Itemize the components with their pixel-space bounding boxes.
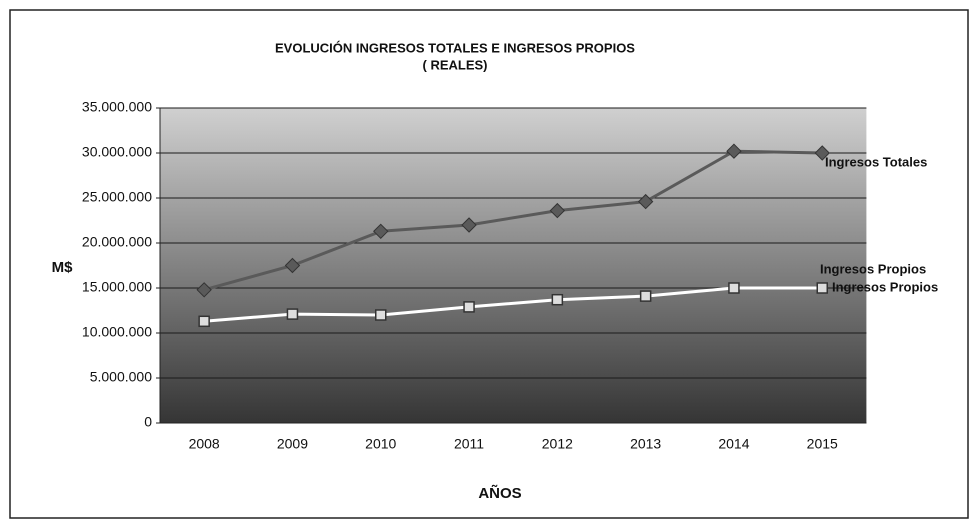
diamond-marker — [726, 143, 742, 159]
chart-subtitle: ( REALES) — [423, 57, 488, 72]
y-tick-label: 15.000.000 — [82, 279, 152, 295]
x-tick-label: 2011 — [454, 436, 484, 452]
x-tick-label: 2010 — [365, 436, 396, 452]
y-tick-label: 25.000.000 — [82, 189, 152, 205]
y-tick-label: 30.000.000 — [82, 144, 152, 160]
x-tick-label: 2014 — [718, 436, 749, 452]
square-marker — [375, 309, 387, 321]
x-axis-title: AÑOS — [478, 484, 521, 502]
y-tick-label: 35.000.000 — [82, 99, 152, 115]
x-tick-label: 2012 — [542, 436, 573, 452]
y-tick-label: 0 — [144, 414, 152, 430]
diamond-marker — [284, 257, 301, 274]
x-tick-label: 2015 — [807, 436, 838, 452]
square-marker — [198, 315, 210, 328]
square-marker — [728, 282, 740, 294]
series-line — [203, 149, 823, 292]
x-tick-label: 2013 — [630, 436, 661, 452]
x-tick-label: 2008 — [189, 436, 220, 452]
diamond-marker — [549, 202, 566, 219]
diamond-marker — [814, 145, 830, 161]
square-marker — [286, 308, 299, 320]
diamond-marker — [373, 223, 389, 240]
diamond-marker — [461, 217, 477, 233]
chart-title: EVOLUCIÓN INGRESOS TOTALES E INGRESOS PR… — [275, 40, 635, 55]
diamond-marker — [196, 282, 212, 298]
y-tick-label: 10.000.000 — [82, 324, 152, 340]
series-label: Ingresos Propios — [832, 279, 938, 294]
series-label: Ingresos Totales — [825, 154, 927, 169]
series-line — [204, 286, 823, 323]
y-axis-title: M$ — [52, 259, 73, 276]
square-marker — [551, 293, 564, 306]
x-tick-label: 2009 — [277, 436, 308, 452]
y-tick-label: 20.000.000 — [82, 234, 152, 250]
plot-area — [160, 108, 867, 423]
square-marker — [463, 301, 475, 313]
square-marker — [816, 282, 828, 294]
diamond-marker — [637, 193, 654, 210]
y-tick-label: 5.000.000 — [90, 369, 152, 385]
series-label: Ingresos Propios — [820, 261, 926, 276]
square-marker — [639, 290, 652, 302]
